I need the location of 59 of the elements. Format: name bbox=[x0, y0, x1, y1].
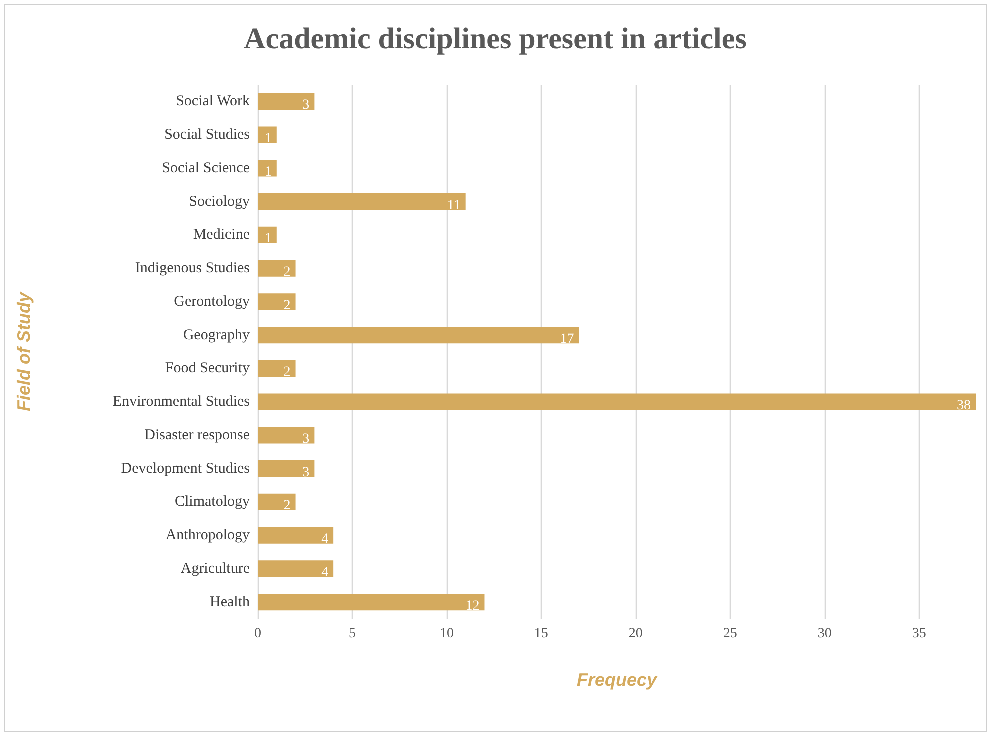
bar bbox=[258, 326, 580, 344]
bar bbox=[258, 260, 296, 277]
data-label: 1 bbox=[264, 232, 272, 247]
bar bbox=[258, 560, 334, 578]
chart-title: Academic disciplines present in articles bbox=[244, 22, 747, 56]
data-label: 1 bbox=[264, 132, 272, 147]
data-label: 3 bbox=[302, 465, 310, 480]
x-tick-label: 25 bbox=[723, 626, 738, 642]
y-tick-label: Gerontology bbox=[174, 294, 250, 310]
y-tick-label: Social Studies bbox=[164, 127, 250, 144]
x-tick-label: 20 bbox=[628, 626, 643, 642]
x-tick-label: 0 bbox=[254, 626, 262, 642]
y-tick-label: Climatology bbox=[175, 494, 250, 510]
data-label: 2 bbox=[284, 498, 291, 514]
bar bbox=[258, 294, 296, 310]
y-tick-label: Development Studies bbox=[121, 460, 250, 477]
y-tick-label: Social Science bbox=[162, 160, 250, 176]
y-axis-title: Field of Study bbox=[14, 292, 34, 412]
y-tick-label: Health bbox=[210, 594, 250, 610]
bar bbox=[258, 394, 976, 410]
y-tick-label: Indigenous Studies bbox=[135, 260, 250, 277]
data-label: 4 bbox=[322, 565, 329, 580]
x-tick-label: 10 bbox=[440, 626, 454, 642]
bar bbox=[258, 160, 277, 177]
bar bbox=[258, 527, 334, 544]
bar bbox=[258, 460, 315, 478]
data-label: 2 bbox=[284, 265, 291, 280]
x-tick-label: 5 bbox=[348, 626, 356, 642]
y-tick-label: Geography bbox=[183, 327, 250, 344]
y-tick-label: Environmental Studies bbox=[112, 394, 250, 410]
bar bbox=[258, 193, 466, 210]
x-axis-title: Frequecy bbox=[576, 670, 658, 690]
x-tick-label: 35 bbox=[912, 626, 926, 642]
data-label: 1 bbox=[264, 164, 272, 180]
bar bbox=[258, 427, 315, 444]
x-tick-label: 30 bbox=[818, 626, 832, 642]
data-label: 11 bbox=[447, 198, 461, 214]
data-label: 2 bbox=[284, 298, 291, 314]
data-label: 4 bbox=[322, 532, 329, 548]
bar bbox=[258, 226, 277, 244]
bar bbox=[258, 93, 315, 110]
data-label: 38 bbox=[957, 398, 971, 414]
y-tick-label: Disaster response bbox=[144, 427, 250, 444]
y-tick-label: Sociology bbox=[189, 194, 250, 210]
x-tick-label: 15 bbox=[534, 626, 548, 642]
y-tick-label: Agriculture bbox=[180, 560, 250, 577]
data-label: 2 bbox=[284, 365, 291, 380]
data-label: 3 bbox=[302, 98, 310, 114]
y-tick-label: Social Work bbox=[176, 94, 250, 110]
bar bbox=[258, 126, 277, 144]
data-label: 3 bbox=[302, 432, 310, 447]
y-tick-label: Medicine bbox=[193, 227, 250, 244]
y-tick-label: Food Security bbox=[165, 360, 250, 377]
bar bbox=[258, 494, 296, 511]
bar bbox=[258, 594, 485, 611]
data-label: 12 bbox=[466, 598, 480, 614]
bar bbox=[258, 360, 296, 378]
data-label: 17 bbox=[560, 332, 574, 347]
y-tick-label: Anthropology bbox=[166, 528, 250, 544]
